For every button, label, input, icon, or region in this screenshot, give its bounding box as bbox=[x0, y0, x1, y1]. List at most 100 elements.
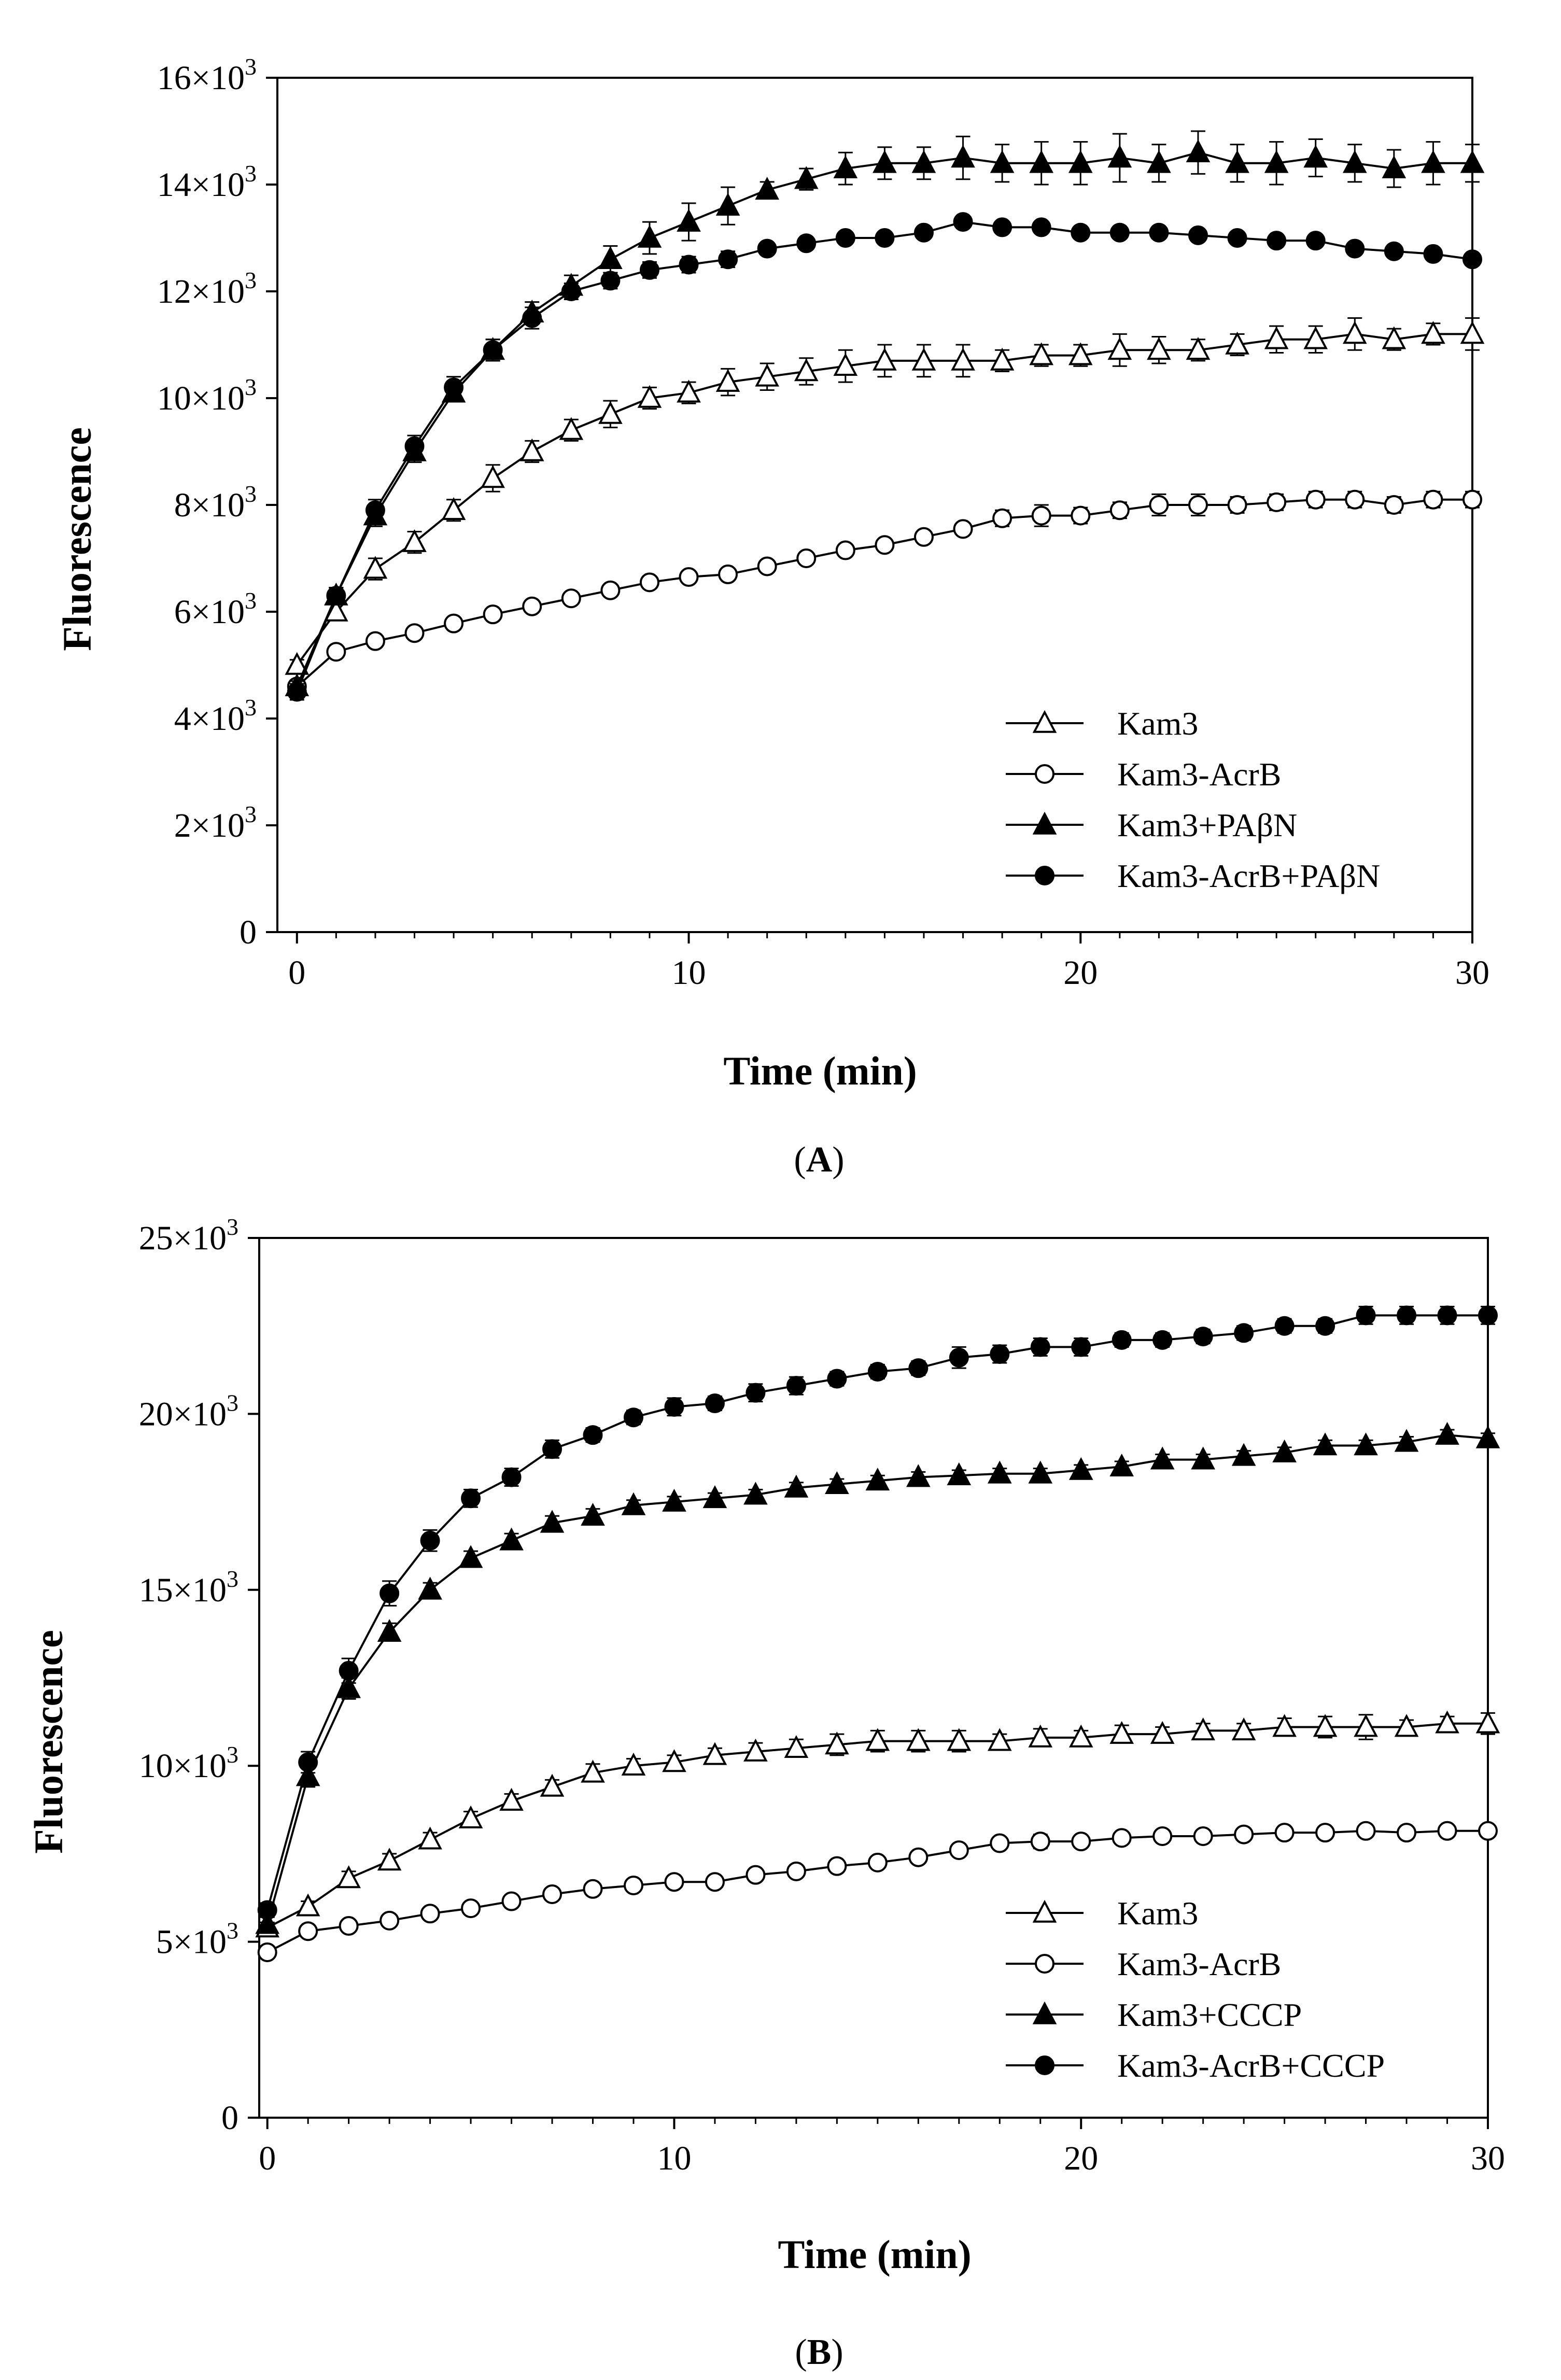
y-tick-label-a: 14×103 bbox=[157, 160, 257, 204]
data-point-a-1 bbox=[1267, 492, 1287, 512]
data-point-b-0 bbox=[499, 1787, 524, 1811]
data-point-b-3 bbox=[1112, 1330, 1132, 1350]
series-a-1 bbox=[287, 489, 1482, 697]
data-point-a-3 bbox=[365, 500, 385, 520]
legend-marker-a-2 bbox=[1032, 811, 1057, 835]
x-tick-label-a: 30 bbox=[1455, 954, 1489, 992]
data-point-b-2 bbox=[255, 1911, 280, 1934]
data-point-a-0 bbox=[363, 556, 388, 579]
data-point-a-1 bbox=[953, 519, 973, 539]
data-point-a-3 bbox=[1345, 238, 1365, 259]
data-point-b-1 bbox=[705, 1872, 725, 1892]
data-point-b-3 bbox=[420, 1530, 440, 1551]
data-point-a-3 bbox=[757, 238, 777, 259]
data-point-b-0 bbox=[1068, 1724, 1093, 1748]
y-tick-label-a: 12×103 bbox=[157, 267, 257, 311]
data-point-a-0 bbox=[519, 438, 544, 461]
data-point-b-1 bbox=[1030, 1832, 1050, 1852]
data-point-b-0 bbox=[1150, 1721, 1175, 1744]
data-point-b-1 bbox=[339, 1916, 359, 1936]
data-point-a-2 bbox=[1303, 145, 1328, 168]
data-point-b-2 bbox=[702, 1485, 727, 1509]
y-tick-label-b: 5×103 bbox=[156, 1918, 238, 1961]
data-point-a-1 bbox=[1384, 495, 1404, 515]
series-a-3 bbox=[287, 212, 1482, 702]
data-point-b-1 bbox=[257, 1942, 277, 1962]
data-point-b-0 bbox=[784, 1735, 809, 1758]
data-point-b-3 bbox=[1478, 1305, 1498, 1326]
data-point-a-0 bbox=[1225, 331, 1249, 355]
legend-label-b-0: Kam3 bbox=[1117, 1895, 1198, 1932]
legend-label-b-3: Kam3-AcrB+CCCP bbox=[1117, 2047, 1385, 2084]
data-point-a-3 bbox=[326, 586, 346, 606]
data-point-b-3 bbox=[908, 1358, 929, 1378]
data-point-a-1 bbox=[992, 508, 1012, 528]
x-tick-label-b: 20 bbox=[1064, 2139, 1098, 2177]
data-point-b-0 bbox=[1475, 1710, 1500, 1734]
data-point-a-3 bbox=[404, 436, 425, 456]
legend-marker-b-2 bbox=[1032, 2001, 1057, 2024]
data-point-b-0 bbox=[743, 1738, 768, 1762]
y-tick-label-a: 6×103 bbox=[174, 587, 257, 631]
data-point-a-2 bbox=[1225, 150, 1249, 173]
x-tick-label-b: 10 bbox=[657, 2139, 691, 2177]
data-point-b-3 bbox=[379, 1583, 400, 1603]
data-point-b-3 bbox=[746, 1383, 766, 1403]
data-point-a-3 bbox=[444, 377, 464, 398]
data-point-b-1 bbox=[1274, 1823, 1295, 1843]
data-point-a-2 bbox=[1029, 150, 1054, 173]
data-point-b-0 bbox=[418, 1826, 442, 1850]
legend-marker-b-3 bbox=[1035, 2055, 1054, 2075]
data-point-a-1 bbox=[1149, 495, 1169, 515]
legend-label-b-1: Kam3-AcrB bbox=[1117, 1946, 1281, 1982]
data-point-b-2 bbox=[1394, 1429, 1419, 1452]
data-point-b-0 bbox=[987, 1728, 1012, 1751]
data-point-b-3 bbox=[501, 1467, 522, 1487]
data-point-a-2 bbox=[1107, 145, 1132, 168]
data-point-b-0 bbox=[540, 1773, 565, 1797]
data-point-a-0 bbox=[1107, 337, 1132, 360]
data-point-b-3 bbox=[867, 1361, 888, 1382]
data-point-b-2 bbox=[1191, 1446, 1215, 1470]
data-point-b-0 bbox=[1272, 1714, 1297, 1737]
data-point-b-1 bbox=[746, 1865, 766, 1885]
data-point-b-0 bbox=[377, 1848, 402, 1871]
series-b-3 bbox=[257, 1305, 1498, 1920]
data-point-b-0 bbox=[865, 1728, 890, 1751]
data-point-b-1 bbox=[1315, 1823, 1335, 1843]
data-point-b-2 bbox=[1272, 1439, 1297, 1462]
data-point-b-2 bbox=[1435, 1421, 1459, 1445]
y-tick-label-a: 0 bbox=[240, 913, 257, 951]
data-point-b-2 bbox=[377, 1618, 402, 1642]
data-point-a-2 bbox=[715, 192, 740, 216]
data-point-a-0 bbox=[911, 347, 936, 371]
data-point-b-3 bbox=[705, 1393, 725, 1414]
data-point-b-2 bbox=[1109, 1453, 1134, 1477]
y-tick-label-a: 8×103 bbox=[174, 481, 257, 524]
data-point-a-2 bbox=[1147, 150, 1171, 173]
data-point-b-2 bbox=[581, 1502, 605, 1526]
data-point-b-1 bbox=[1234, 1824, 1254, 1844]
data-point-b-0 bbox=[621, 1752, 646, 1776]
data-point-a-3 bbox=[718, 249, 738, 270]
data-point-a-0 bbox=[951, 347, 975, 371]
data-point-a-0 bbox=[1303, 326, 1328, 349]
data-point-b-1 bbox=[1071, 1832, 1091, 1852]
series-b-1 bbox=[257, 1821, 1498, 1962]
data-point-b-3 bbox=[1274, 1316, 1295, 1336]
y-tick-label-a: 4×103 bbox=[174, 694, 257, 738]
data-point-a-3 bbox=[561, 281, 581, 301]
data-point-a-0 bbox=[794, 358, 819, 382]
data-point-b-2 bbox=[540, 1510, 565, 1533]
data-point-b-0 bbox=[1435, 1710, 1459, 1734]
data-point-a-1 bbox=[1188, 495, 1208, 515]
x-tick-label-a: 0 bbox=[288, 954, 305, 992]
data-point-b-0 bbox=[825, 1731, 849, 1755]
data-point-b-3 bbox=[1397, 1305, 1417, 1326]
data-point-a-3 bbox=[1227, 228, 1247, 248]
data-point-a-3 bbox=[1031, 217, 1051, 237]
data-point-a-1 bbox=[1031, 505, 1051, 526]
y-tick-label-b: 15×103 bbox=[139, 1566, 238, 1609]
data-point-a-1 bbox=[326, 642, 346, 662]
